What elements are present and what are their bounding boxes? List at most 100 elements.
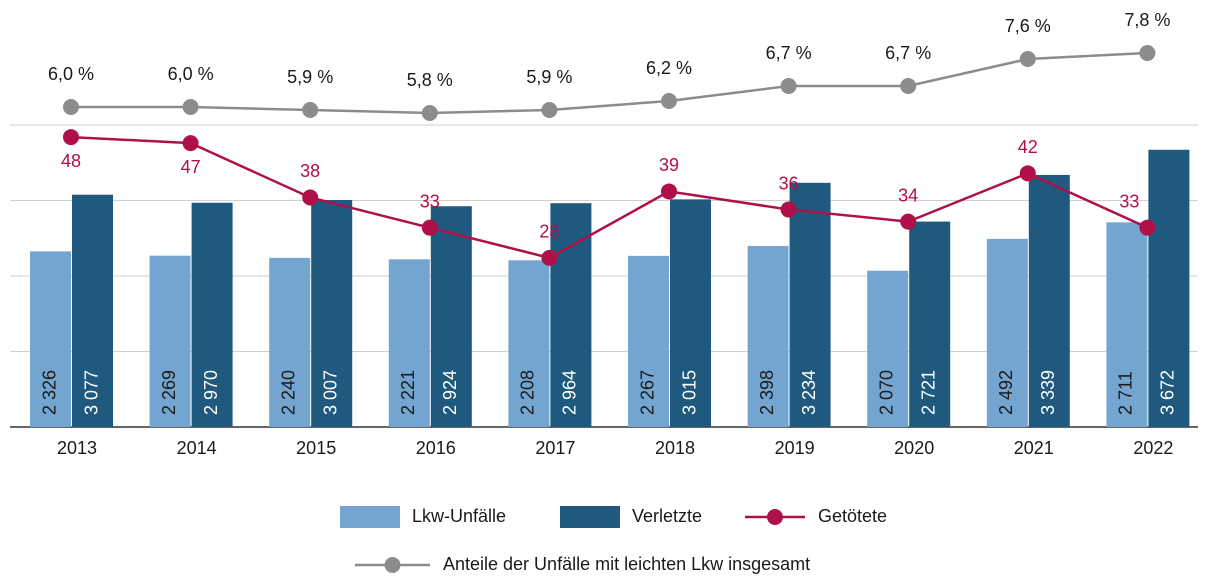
bar	[670, 199, 711, 427]
line-point	[421, 219, 438, 236]
legend-swatch	[767, 509, 783, 525]
point-value-label: 38	[300, 161, 320, 181]
bar	[30, 251, 71, 427]
line-point	[182, 135, 199, 152]
x-tick-label: 2013	[57, 438, 97, 458]
bar	[628, 255, 669, 427]
bar-value-label: 2 269	[159, 370, 179, 415]
point-value-label: 36	[779, 173, 799, 193]
bar-value-label: 2 240	[278, 370, 298, 415]
point-value-label: 39	[659, 155, 679, 175]
line-point	[1019, 165, 1036, 182]
bar-value-label: 2 492	[996, 370, 1016, 415]
legend-swatch	[384, 557, 401, 573]
line-point	[1139, 45, 1156, 61]
point-value-label: 6,7 %	[885, 43, 931, 63]
bar-value-label: 2 970	[201, 370, 221, 415]
bar	[1106, 222, 1148, 427]
line-point	[421, 105, 438, 121]
bar-value-label: 3 339	[1038, 370, 1058, 415]
bar-value-label: 3 015	[679, 370, 699, 415]
point-value-label: 6,7 %	[766, 43, 812, 63]
line	[70, 135, 1148, 260]
point-value-label: 7,6 %	[1005, 16, 1051, 36]
line-point	[63, 129, 79, 146]
bar	[550, 203, 592, 427]
line-point	[541, 249, 558, 266]
bar	[72, 194, 113, 427]
legend-label: Lkw-Unfälle	[412, 506, 506, 526]
bar-value-label: 2 326	[39, 370, 59, 415]
x-tick-label: 2017	[535, 438, 575, 458]
point-value-label: 6,0 %	[168, 64, 214, 84]
point-value-label: 48	[61, 151, 81, 171]
bar	[1028, 174, 1070, 427]
line-point	[661, 183, 677, 200]
bar-value-label: 2 398	[757, 370, 777, 415]
bar-value-label: 3 077	[81, 370, 101, 415]
point-value-label: 34	[898, 185, 918, 205]
line-point	[1019, 51, 1036, 67]
legend-label: Anteile der Unfälle mit leichten Lkw ins…	[443, 554, 810, 574]
line-point	[780, 78, 797, 94]
point-value-label: 33	[1119, 191, 1139, 211]
line-point	[182, 99, 199, 115]
point-value-label: 5,9 %	[287, 67, 333, 87]
point-value-label: 5,8 %	[407, 70, 453, 90]
bar-value-label: 2 711	[1116, 371, 1136, 415]
x-tick-label: 2019	[775, 438, 815, 458]
legend-label: Verletzte	[632, 506, 702, 526]
bar-value-label: 3 672	[1158, 370, 1178, 415]
legend-swatch	[340, 506, 400, 528]
bar-value-label: 3 007	[320, 370, 340, 415]
bar	[388, 259, 430, 427]
point-value-label: 7,8 %	[1124, 10, 1170, 30]
line-point	[302, 102, 319, 118]
point-value-label: 6,2 %	[646, 58, 692, 78]
legend-label: Getötete	[818, 506, 887, 526]
line	[71, 51, 1148, 115]
bar	[747, 245, 789, 427]
line-point	[1139, 219, 1156, 236]
bar-value-label: 2 221	[398, 370, 418, 415]
bar	[1148, 149, 1190, 427]
bar	[311, 199, 353, 427]
line-point	[63, 99, 79, 115]
point-value-label: 6,0 %	[48, 64, 94, 84]
bar	[867, 270, 909, 427]
x-tick-label: 2018	[655, 438, 695, 458]
line-point	[541, 102, 558, 118]
x-tick-label: 2016	[416, 438, 456, 458]
bar-value-label: 2 267	[637, 370, 657, 415]
bar	[269, 257, 311, 427]
bar-value-label: 2 721	[918, 370, 938, 415]
bar	[508, 260, 550, 427]
line-point	[780, 201, 797, 218]
line-point	[900, 213, 917, 230]
x-tick-label: 2021	[1014, 438, 1054, 458]
bar	[430, 206, 472, 427]
x-tick-label: 2015	[296, 438, 336, 458]
line-point	[900, 78, 917, 94]
x-tick-label: 2022	[1133, 438, 1173, 458]
line-point	[302, 189, 319, 206]
point-value-label: 42	[1018, 137, 1038, 157]
point-value-label: 5,9 %	[526, 67, 572, 87]
x-tick-label: 2014	[177, 438, 217, 458]
legend-swatch	[560, 506, 620, 528]
point-value-label: 28	[539, 222, 559, 242]
x-tick-label: 2020	[894, 438, 934, 458]
line-point	[661, 93, 677, 109]
bar-value-label: 2 070	[876, 370, 896, 415]
bar-value-label: 2 924	[440, 370, 460, 415]
bar-value-label: 2 208	[518, 370, 538, 415]
point-value-label: 33	[420, 191, 440, 211]
bar-value-label: 2 964	[560, 370, 580, 415]
bar	[149, 255, 191, 427]
bar-value-label: 3 234	[799, 370, 819, 415]
bar	[191, 202, 233, 427]
point-value-label: 47	[181, 157, 201, 177]
bar	[986, 238, 1028, 427]
bar	[789, 182, 831, 427]
